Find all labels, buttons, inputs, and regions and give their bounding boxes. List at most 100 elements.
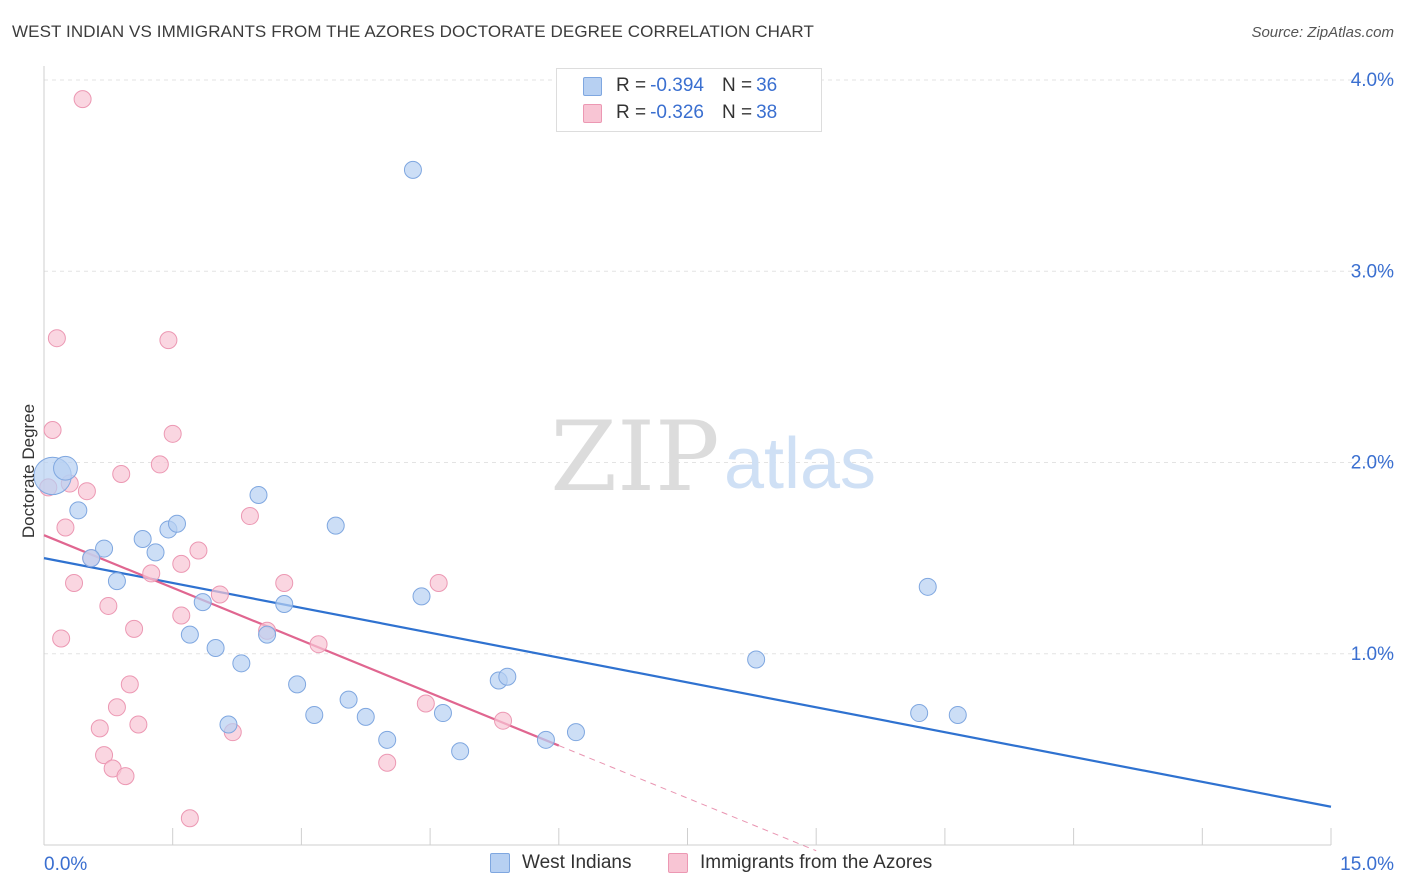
point-west-indians — [498, 667, 517, 686]
source-label: Source: ZipAtlas.com — [1251, 24, 1394, 41]
point-azores — [429, 573, 448, 592]
legend-swatch-blue — [583, 76, 602, 96]
legend-r-value: -0.394 — [650, 75, 704, 96]
legend-swatch-pink — [668, 853, 688, 873]
point-azores — [99, 596, 118, 615]
legend-r-label: R = — [616, 75, 647, 96]
correlation-legend: R = -0.394 N = 36 R = -0.326 N = 38 — [556, 68, 822, 132]
trend-line-west-indians — [43, 557, 1332, 808]
point-west-indians — [82, 549, 101, 568]
point-west-indians — [69, 501, 88, 520]
point-azores — [125, 619, 144, 638]
point-west-indians — [193, 593, 212, 612]
point-west-indians — [433, 704, 452, 723]
trend-line-azores-extension — [558, 745, 817, 852]
legend-n-label: N = — [721, 75, 753, 96]
legend-row-west-indians: R = -0.394 N = 36 — [583, 75, 777, 97]
point-west-indians — [249, 486, 268, 505]
point-west-indians — [403, 160, 422, 179]
x-tick-label: 15.0% — [1340, 854, 1394, 875]
point-azores — [189, 541, 208, 560]
point-west-indians — [275, 595, 294, 614]
point-azores — [43, 420, 62, 439]
legend-n-value: 38 — [756, 102, 778, 123]
legend-n-label: N = — [721, 102, 753, 123]
point-azores — [90, 719, 109, 738]
point-west-indians — [339, 690, 358, 709]
point-azores — [129, 715, 148, 734]
point-azores — [275, 573, 294, 592]
point-west-indians — [53, 455, 78, 481]
y-tick-label: 1.0% — [1351, 644, 1394, 665]
point-azores — [172, 606, 191, 625]
watermark-zip: ZIP — [550, 401, 719, 513]
point-west-indians — [206, 639, 225, 658]
point-azores — [159, 331, 178, 350]
point-azores — [180, 809, 199, 828]
legend-label-west-indians: West Indians — [522, 852, 632, 873]
point-azores — [116, 767, 135, 786]
point-west-indians — [918, 577, 937, 596]
y-tick-label: 3.0% — [1351, 261, 1394, 282]
point-west-indians — [326, 516, 345, 535]
point-west-indians — [288, 675, 307, 694]
point-west-indians — [378, 730, 397, 749]
point-west-indians — [566, 723, 585, 742]
point-west-indians — [232, 654, 251, 673]
point-azores — [120, 675, 139, 694]
legend-item-west-indians: West Indians — [490, 852, 631, 874]
point-west-indians — [910, 704, 929, 723]
point-west-indians — [107, 572, 126, 591]
legend-item-azores: Immigrants from the Azores — [668, 852, 932, 874]
chart-title: WEST INDIAN VS IMMIGRANTS FROM THE AZORE… — [12, 22, 814, 41]
point-west-indians — [747, 650, 766, 669]
point-west-indians — [167, 514, 186, 533]
point-west-indians — [536, 730, 555, 749]
axes — [43, 66, 1332, 846]
point-azores — [240, 507, 259, 526]
watermark: ZIP atlas — [550, 401, 876, 513]
trend-lines — [43, 534, 1332, 852]
y-axis-label: Doctorate Degree — [19, 403, 38, 539]
watermark-atlas: atlas — [724, 424, 876, 504]
legend-row-azores: R = -0.326 N = 38 — [583, 102, 777, 124]
point-azores — [210, 585, 229, 604]
series-legend: West Indians Immigrants from the Azores — [0, 852, 1406, 876]
grid-lines — [44, 79, 1394, 655]
point-west-indians — [948, 705, 967, 724]
point-azores — [416, 694, 435, 713]
point-azores — [65, 573, 84, 592]
y-tick-label: 2.0% — [1351, 453, 1394, 474]
point-west-indians — [219, 715, 238, 734]
legend-swatch-blue — [490, 853, 510, 873]
point-west-indians — [451, 742, 470, 761]
y-tick-label: 4.0% — [1351, 70, 1394, 91]
point-azores — [107, 698, 126, 717]
point-azores — [56, 518, 75, 537]
point-west-indians — [258, 625, 277, 644]
point-west-indians — [412, 587, 431, 606]
point-west-indians — [305, 705, 324, 724]
x-tick-label: 0.0% — [44, 854, 87, 875]
point-azores — [378, 753, 397, 772]
tick-labels: 1.0% 2.0% 3.0% 4.0% 0.0% 15.0% — [44, 70, 1394, 875]
point-azores — [52, 629, 71, 648]
point-azores — [163, 424, 182, 443]
point-azores — [77, 482, 96, 501]
point-azores — [47, 329, 66, 348]
point-west-indians — [95, 539, 114, 558]
point-azores — [112, 464, 131, 483]
legend-n-value: 36 — [756, 75, 778, 96]
point-azores — [494, 711, 513, 730]
point-azores — [95, 746, 114, 765]
point-west-indians — [133, 530, 152, 548]
point-west-indians — [356, 707, 375, 726]
point-azores — [309, 635, 328, 654]
point-west-indians — [180, 625, 199, 644]
point-azores — [172, 554, 191, 573]
legend-swatch-pink — [583, 103, 602, 123]
legend-label-azores: Immigrants from the Azores — [700, 852, 933, 873]
point-azores — [150, 455, 169, 474]
point-azores — [73, 90, 92, 109]
